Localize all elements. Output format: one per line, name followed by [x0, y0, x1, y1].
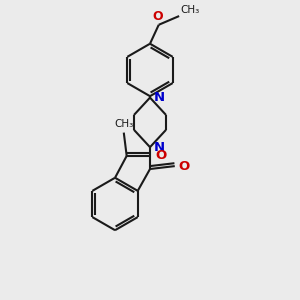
- Text: O: O: [178, 160, 190, 172]
- Text: O: O: [155, 149, 166, 162]
- Text: CH₃: CH₃: [181, 4, 200, 15]
- Text: N: N: [154, 141, 165, 154]
- Text: O: O: [152, 10, 163, 23]
- Text: CH₃: CH₃: [114, 119, 134, 129]
- Text: N: N: [154, 91, 165, 104]
